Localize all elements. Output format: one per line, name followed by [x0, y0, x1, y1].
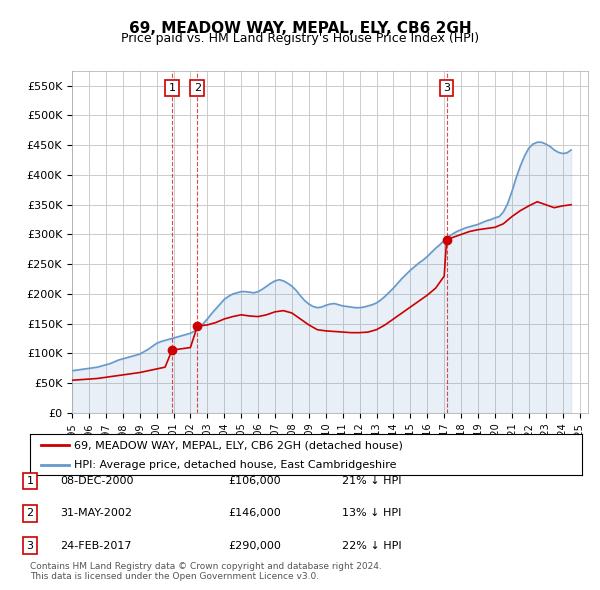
Text: 2: 2	[194, 83, 201, 93]
Text: £106,000: £106,000	[228, 476, 281, 486]
Text: £146,000: £146,000	[228, 509, 281, 518]
Text: 24-FEB-2017: 24-FEB-2017	[60, 541, 131, 550]
Text: 2: 2	[26, 509, 34, 518]
Text: 22% ↓ HPI: 22% ↓ HPI	[342, 541, 401, 550]
Text: 08-DEC-2000: 08-DEC-2000	[60, 476, 133, 486]
Text: 21% ↓ HPI: 21% ↓ HPI	[342, 476, 401, 486]
Text: Price paid vs. HM Land Registry's House Price Index (HPI): Price paid vs. HM Land Registry's House …	[121, 32, 479, 45]
Text: 13% ↓ HPI: 13% ↓ HPI	[342, 509, 401, 518]
Text: 3: 3	[443, 83, 450, 93]
Text: 1: 1	[26, 476, 34, 486]
Text: 69, MEADOW WAY, MEPAL, ELY, CB6 2GH (detached house): 69, MEADOW WAY, MEPAL, ELY, CB6 2GH (det…	[74, 440, 403, 450]
Text: 1: 1	[169, 83, 176, 93]
Text: Contains HM Land Registry data © Crown copyright and database right 2024.
This d: Contains HM Land Registry data © Crown c…	[30, 562, 382, 581]
Text: 3: 3	[26, 541, 34, 550]
Text: £290,000: £290,000	[228, 541, 281, 550]
Text: 31-MAY-2002: 31-MAY-2002	[60, 509, 132, 518]
Text: HPI: Average price, detached house, East Cambridgeshire: HPI: Average price, detached house, East…	[74, 460, 397, 470]
Text: 69, MEADOW WAY, MEPAL, ELY, CB6 2GH: 69, MEADOW WAY, MEPAL, ELY, CB6 2GH	[128, 21, 472, 35]
